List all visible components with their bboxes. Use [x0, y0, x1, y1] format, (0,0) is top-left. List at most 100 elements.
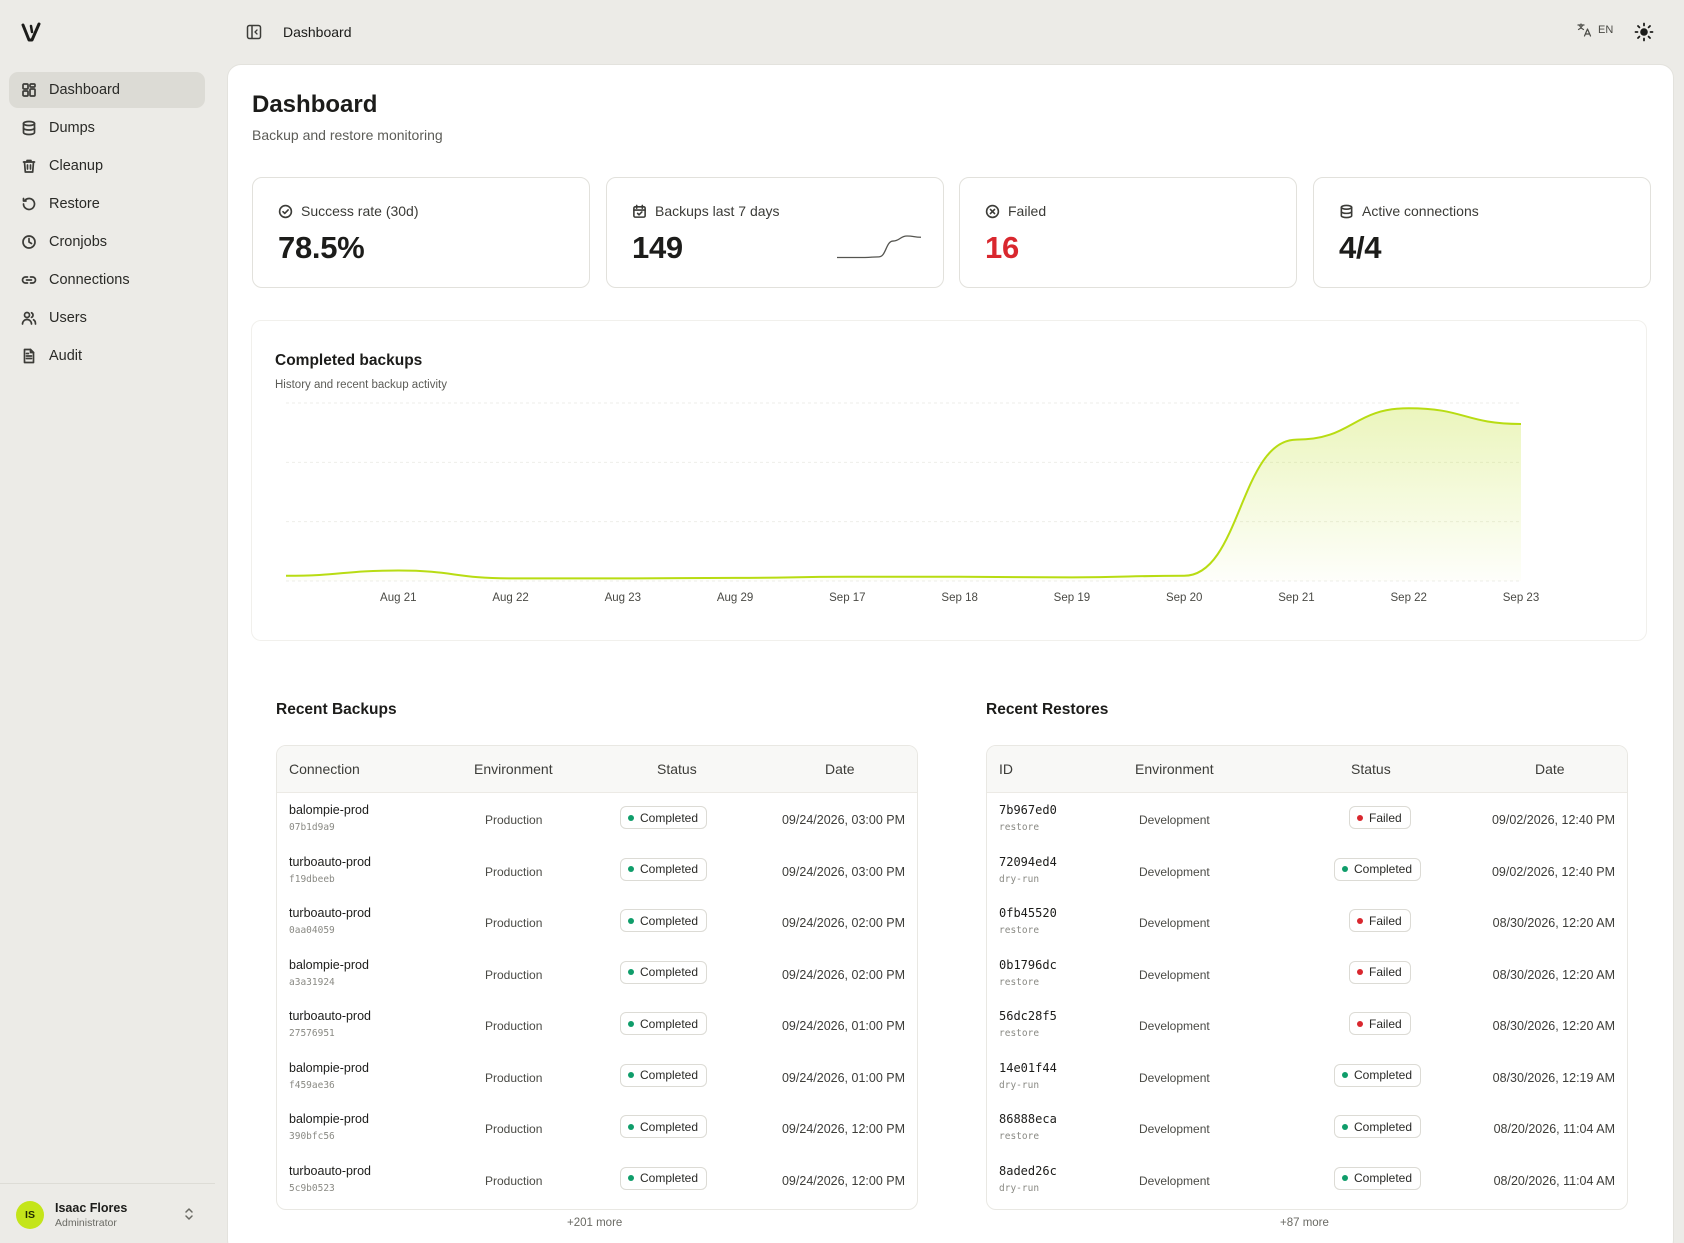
- sidebar-item-users[interactable]: Users: [9, 300, 205, 336]
- table-row[interactable]: balompie-prod f459ae36 Production Completed…: [277, 1052, 917, 1104]
- status-dot: [1342, 1072, 1348, 1078]
- column-header[interactable]: Status: [657, 761, 697, 777]
- sidebar-item-cronjobs[interactable]: Cronjobs: [9, 224, 205, 260]
- row-primary[interactable]: 14e01f44: [999, 1060, 1057, 1075]
- sidebar-item-restore[interactable]: Restore: [9, 186, 205, 222]
- language-switcher[interactable]: EN: [1576, 22, 1613, 38]
- chevrons-up-down-icon[interactable]: [183, 1207, 195, 1221]
- sidebar-toggle-icon[interactable]: [246, 24, 262, 40]
- stat-value: 16: [985, 230, 1019, 265]
- stat-label-wrap: Backups last 7 days: [632, 203, 780, 219]
- row-secondary: 5c9b0523: [289, 1182, 335, 1194]
- x-tick-label: Aug 22: [492, 592, 528, 604]
- sidebar-item-dashboard[interactable]: Dashboard: [9, 72, 205, 108]
- table-row[interactable]: 14e01f44 dry-run Development Completed 08/30…: [987, 1052, 1627, 1104]
- row-primary[interactable]: 8aded26c: [999, 1163, 1057, 1178]
- table-row[interactable]: turboauto-prod 0aa04059 Production Complete…: [277, 897, 917, 949]
- status-badge: Failed: [1349, 1012, 1411, 1035]
- sidebar-item-label: Users: [49, 310, 87, 326]
- row-primary[interactable]: 7b967ed0: [999, 803, 1057, 817]
- status-dot: [628, 1123, 634, 1130]
- row-environment: Production: [485, 1122, 543, 1136]
- table-row[interactable]: 7b967ed0 restore Development Failed 09/02/20…: [987, 794, 1627, 846]
- user-menu[interactable]: IS Isaac Flores Administrator: [0, 1183, 215, 1243]
- table-row[interactable]: turboauto-prod 5c9b0523 Production Complete…: [277, 1155, 917, 1207]
- row-primary[interactable]: 72094ed4: [999, 854, 1057, 869]
- x-tick-label: Sep 17: [829, 592, 865, 604]
- row-primary[interactable]: balompie-prod: [289, 1060, 369, 1075]
- table-header: Connection Environment Status Date: [277, 746, 917, 793]
- stat-label: Active connections: [1362, 203, 1479, 219]
- status-badge: Completed: [1334, 1166, 1422, 1190]
- chart-title: Completed backups: [275, 352, 423, 369]
- row-date: 08/30/2026, 12:19 AM: [1492, 1070, 1615, 1085]
- sidebar-item-cleanup[interactable]: Cleanup: [9, 148, 205, 184]
- row-primary[interactable]: balompie-prod: [289, 803, 369, 817]
- series-area: [286, 408, 1521, 581]
- stat-label-wrap: Active connections: [1339, 203, 1479, 219]
- row-primary[interactable]: turboauto-prod: [289, 1009, 372, 1023]
- status-badge: Completed: [620, 1166, 708, 1190]
- row-date: 09/24/2026, 02:00 PM: [781, 916, 905, 930]
- sidebar-item-connections[interactable]: Connections: [9, 262, 205, 298]
- row-environment: Development: [1139, 1173, 1210, 1188]
- table-row[interactable]: turboauto-prod f19dbeeb Production Complete…: [277, 846, 917, 898]
- column-header[interactable]: ID: [999, 761, 1013, 777]
- column-header[interactable]: Connection: [289, 761, 360, 777]
- status-label: Completed: [1354, 1068, 1413, 1082]
- sparkline-line: [837, 235, 921, 259]
- link-icon: [21, 272, 37, 288]
- row-environment: Development: [1139, 864, 1210, 879]
- column-header[interactable]: Date: [1535, 761, 1565, 777]
- row-primary[interactable]: 0fb45520: [999, 906, 1057, 920]
- row-environment: Production: [485, 1173, 543, 1188]
- table-row[interactable]: 0b1796dc restore Development Failed 08/30/20…: [987, 949, 1627, 1001]
- recent-restores-more-link[interactable]: +87 more: [1280, 1217, 1329, 1229]
- table-row[interactable]: 8aded26c dry-run Development Completed 08/20…: [987, 1155, 1627, 1207]
- table-row[interactable]: 72094ed4 dry-run Development Completed 09/02…: [987, 846, 1627, 898]
- table-row[interactable]: balompie-prod 07b1d9a9 Production Completed…: [277, 794, 917, 846]
- table-row[interactable]: 86888eca restore Development Completed 08/20…: [987, 1103, 1627, 1155]
- recent-backups-more-link[interactable]: +201 more: [567, 1217, 623, 1229]
- status-label: Completed: [640, 862, 699, 876]
- status-label: Failed: [1369, 1016, 1402, 1031]
- table-row[interactable]: 0fb45520 restore Development Failed 08/30/20…: [987, 897, 1627, 949]
- row-secondary: a3a31924: [289, 976, 335, 988]
- status-badge: Completed: [620, 960, 708, 984]
- row-primary[interactable]: turboauto-prod: [289, 854, 372, 869]
- stat-card-backups-7d: Backups last 7 days 149: [606, 177, 944, 288]
- column-header[interactable]: Date: [825, 761, 855, 777]
- page-title: Dashboard: [252, 91, 378, 118]
- table-row[interactable]: balompie-prod 390bfc56 Production Completed…: [277, 1103, 917, 1155]
- x-tick-label: Sep 23: [1503, 592, 1539, 604]
- status-label: Failed: [1369, 913, 1402, 928]
- sidebar: Dashboard Dumps Cleanup Restore Cronjobs…: [0, 0, 215, 1243]
- user-role: Administrator: [55, 1217, 117, 1229]
- sidebar-nav: Dashboard Dumps Cleanup Restore Cronjobs…: [9, 72, 205, 376]
- row-primary[interactable]: 56dc28f5: [999, 1009, 1057, 1023]
- status-label: Completed: [1354, 862, 1413, 876]
- table-row[interactable]: 56dc28f5 restore Development Failed 08/30/20…: [987, 1000, 1627, 1052]
- logo-icon[interactable]: [20, 20, 44, 44]
- status-badge: Failed: [1349, 960, 1411, 984]
- row-primary[interactable]: 86888eca: [999, 1112, 1057, 1126]
- sun-icon[interactable]: [1634, 22, 1654, 42]
- table-row[interactable]: turboauto-prod 27576951 Production Complete…: [277, 1000, 917, 1052]
- page-subtitle: Backup and restore monitoring: [252, 127, 443, 143]
- row-primary[interactable]: turboauto-prod: [289, 1163, 372, 1178]
- column-header[interactable]: Status: [1351, 761, 1391, 777]
- column-header[interactable]: Environment: [1135, 761, 1214, 777]
- row-primary[interactable]: 0b1796dc: [999, 957, 1057, 972]
- row-primary[interactable]: turboauto-prod: [289, 906, 372, 920]
- table-row[interactable]: balompie-prod a3a31924 Production Completed…: [277, 949, 917, 1001]
- row-date: 08/20/2026, 11:04 AM: [1493, 1122, 1615, 1136]
- database-icon: [21, 120, 37, 136]
- x-tick-label: Sep 19: [1054, 592, 1090, 604]
- stat-label-wrap: Failed: [985, 203, 1046, 219]
- main-panel: Dashboard Backup and restore monitoring …: [227, 64, 1674, 1243]
- column-header[interactable]: Environment: [474, 761, 553, 777]
- row-primary[interactable]: balompie-prod: [289, 957, 369, 972]
- sidebar-item-audit[interactable]: Audit: [9, 338, 205, 374]
- sidebar-item-dumps[interactable]: Dumps: [9, 110, 205, 146]
- row-primary[interactable]: balompie-prod: [289, 1112, 369, 1126]
